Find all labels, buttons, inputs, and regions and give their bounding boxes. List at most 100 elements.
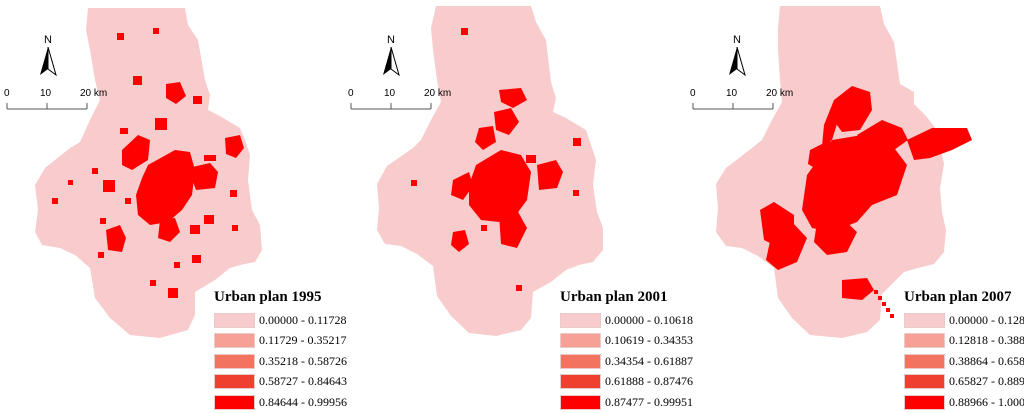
legend-swatch [904,394,945,410]
urban-patch [106,225,126,252]
legend-item: 0.61888 - 0.87476 [560,372,693,393]
urban-patch [133,76,142,85]
urban-patch [103,180,115,192]
urban-patch [878,296,882,300]
urban-map-2001 [377,6,603,336]
legend-item: 0.88966 - 1.00000 [904,392,1024,413]
urban-patch [155,118,167,130]
legend-item: 0.11729 - 0.35217 [214,331,347,352]
scale-bar: 0 10 20 km [690,88,794,118]
urban-map-2007 [716,6,972,338]
legend-swatch [560,312,601,328]
urban-patches [52,28,244,298]
north-arrow-label: N [733,34,741,46]
scale-bar: 0 10 20 km [4,88,108,118]
urban-patch [411,180,417,186]
legend-swatch [904,312,945,328]
scale-label-10: 10 [726,88,738,99]
north-arrow-label: N [387,34,395,46]
urban-patch [451,230,469,252]
legend-label: 0.10619 - 0.34353 [605,333,693,348]
urban-patch [174,262,180,268]
legend-swatch [560,333,601,349]
scale-label-20: 20 km [424,88,452,99]
north-arrow-icon [40,47,57,77]
urban-patch [499,88,527,108]
urban-patch [822,100,842,146]
scale-label-0: 0 [348,88,354,99]
urban-patch [857,120,908,150]
legend-label: 0.35218 - 0.58726 [259,353,347,368]
urban-patch [230,190,237,197]
urban-patch [168,288,178,298]
urban-patch [451,172,473,200]
urban-patch [158,218,180,242]
legend-label: 0.12818 - 0.38863 [949,333,1024,348]
urban-patch [166,82,186,104]
urban-patch [499,210,527,248]
scale-bar-line [692,103,774,110]
legend-item: 0.87477 - 0.99951 [560,392,693,413]
legend-label: 0.11729 - 0.35217 [259,333,347,348]
legend-label: 0.38864 - 0.65826 [949,353,1024,368]
legend-swatch [214,394,255,410]
urban-core-patch [136,150,195,225]
urban-patch [475,126,496,150]
north-arrow-icon [729,47,746,77]
legend-swatch [560,394,601,410]
urban-patch [204,155,216,161]
legend-item: 0.58727 - 0.84643 [214,372,347,393]
legend-label: 0.34354 - 0.61887 [605,353,693,368]
urban-patch [100,218,106,224]
legend-title: Urban plan 1995 [214,289,322,305]
urban-patch [766,222,807,270]
legend-label: 0.00000 - 0.12817 [949,312,1024,327]
legend-swatch [214,374,255,390]
urban-patch [461,28,468,35]
urban-patch [150,280,156,286]
legend-item: 0.00000 - 0.10618 [560,310,693,331]
legend-label: 0.84644 - 0.99956 [259,394,347,409]
urban-patch [526,155,536,163]
urban-patch [537,160,563,190]
legend-swatch [560,374,601,390]
legend-item: 0.10619 - 0.34353 [560,331,693,352]
legend: Urban plan 2007 0.00000 - 0.12817 0.1281… [904,289,1024,413]
scale-label-20: 20 km [80,88,108,99]
urban-patch [68,180,73,185]
scale-bar-line [350,103,432,110]
urban-patch [225,135,244,158]
legend-title: Urban plan 2007 [904,289,1012,305]
scale-label-10: 10 [384,88,396,99]
urban-patch [481,225,487,231]
urban-patch [192,255,201,263]
scale-label-10: 10 [40,88,52,99]
map-panel-2007: N 0 10 20 km Urban plan 2007 0.00000 - 0… [682,0,1024,410]
urban-patch [117,33,124,40]
legend-item: 0.00000 - 0.12817 [904,310,1024,331]
urban-patch [193,96,202,104]
urban-patch [52,198,58,204]
urban-patch [232,225,238,231]
legend-item: 0.35218 - 0.58726 [214,351,347,372]
map-panel-2001: N 0 10 20 km Urban plan 2001 0.00000 - 0… [341,0,693,410]
legend-label: 0.87477 - 0.99951 [605,394,693,409]
legend-label: 0.61888 - 0.87476 [605,374,693,389]
legend-swatch [214,312,255,328]
urban-patches [760,86,972,318]
legend-label: 0.00000 - 0.11728 [259,312,347,327]
urban-patch [573,190,579,196]
legend: Urban plan 1995 0.00000 - 0.11728 0.1172… [214,289,347,413]
legend-label: 0.65827 - 0.88965 [949,374,1024,389]
urban-patch [890,314,894,318]
legend-label: 0.00000 - 0.10618 [605,312,693,327]
legend-swatch [214,333,255,349]
scale-label-0: 0 [690,88,696,99]
scale-label-20: 20 km [766,88,794,99]
legend-item: 0.84644 - 0.99956 [214,392,347,413]
legend-item: 0.00000 - 0.11728 [214,310,347,331]
urban-patch [122,135,150,170]
legend-swatch [904,353,945,369]
urban-patch [886,308,890,312]
